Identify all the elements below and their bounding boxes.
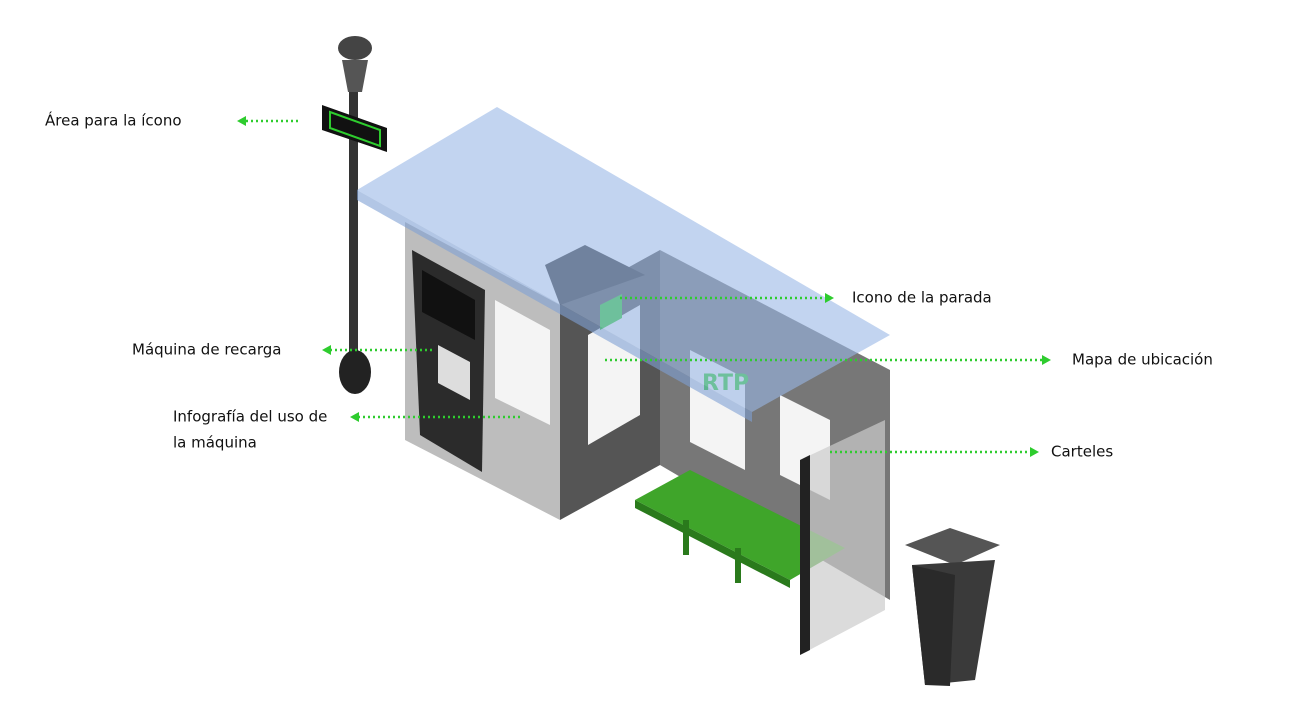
arrow-head bbox=[1030, 447, 1039, 457]
bench bbox=[635, 470, 845, 588]
glass-panel bbox=[800, 420, 885, 655]
arrow-head bbox=[825, 293, 834, 303]
label: Icono de la parada bbox=[852, 289, 992, 307]
arrow-head bbox=[322, 345, 331, 355]
trash-can bbox=[905, 528, 1000, 686]
arrow-head bbox=[1042, 355, 1051, 365]
label: Máquina de recarga bbox=[132, 341, 281, 359]
roof bbox=[357, 107, 890, 422]
label: Carteles bbox=[1051, 443, 1113, 461]
arrow-head bbox=[237, 116, 246, 126]
label: la máquina bbox=[173, 434, 257, 452]
label: Mapa de ubicación bbox=[1072, 351, 1213, 369]
arrow-head bbox=[350, 412, 359, 422]
lamp-post bbox=[322, 36, 387, 394]
label: Infografía del uso de bbox=[173, 408, 327, 426]
label: Área para la ícono bbox=[45, 111, 182, 130]
